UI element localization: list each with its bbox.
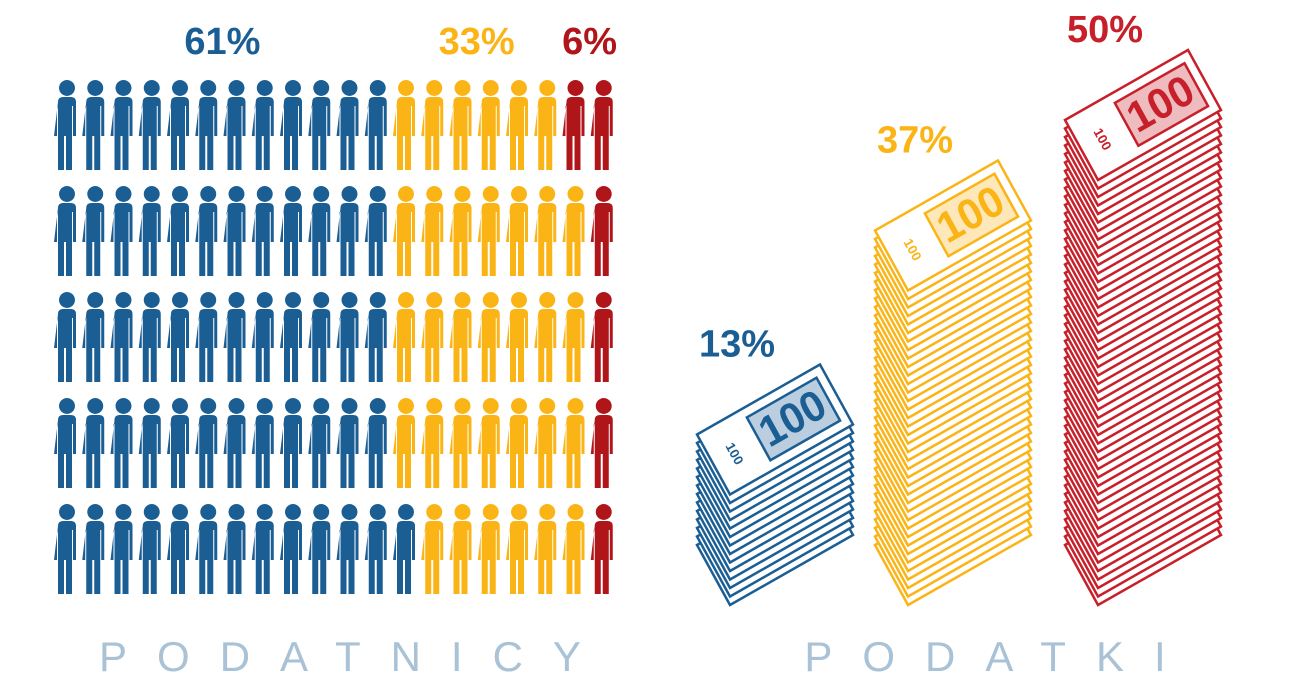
- percent-label: 37%: [877, 120, 953, 162]
- percent-label: 6%: [562, 21, 617, 63]
- percent-label: 50%: [1067, 9, 1143, 51]
- infographic: PODATNICY PODATKI 61% 33% 6% 100100 13% 10010…: [0, 0, 1311, 697]
- right-title: PODATKI: [804, 633, 1195, 680]
- percent-label: 33%: [439, 21, 515, 63]
- percent-label: 61%: [184, 21, 260, 63]
- percent-label: 13%: [699, 324, 775, 366]
- page: PODATNICY PODATKI 61% 33% 6% 100100 13% 10010…: [0, 0, 1311, 697]
- left-title: PODATNICY: [99, 633, 611, 680]
